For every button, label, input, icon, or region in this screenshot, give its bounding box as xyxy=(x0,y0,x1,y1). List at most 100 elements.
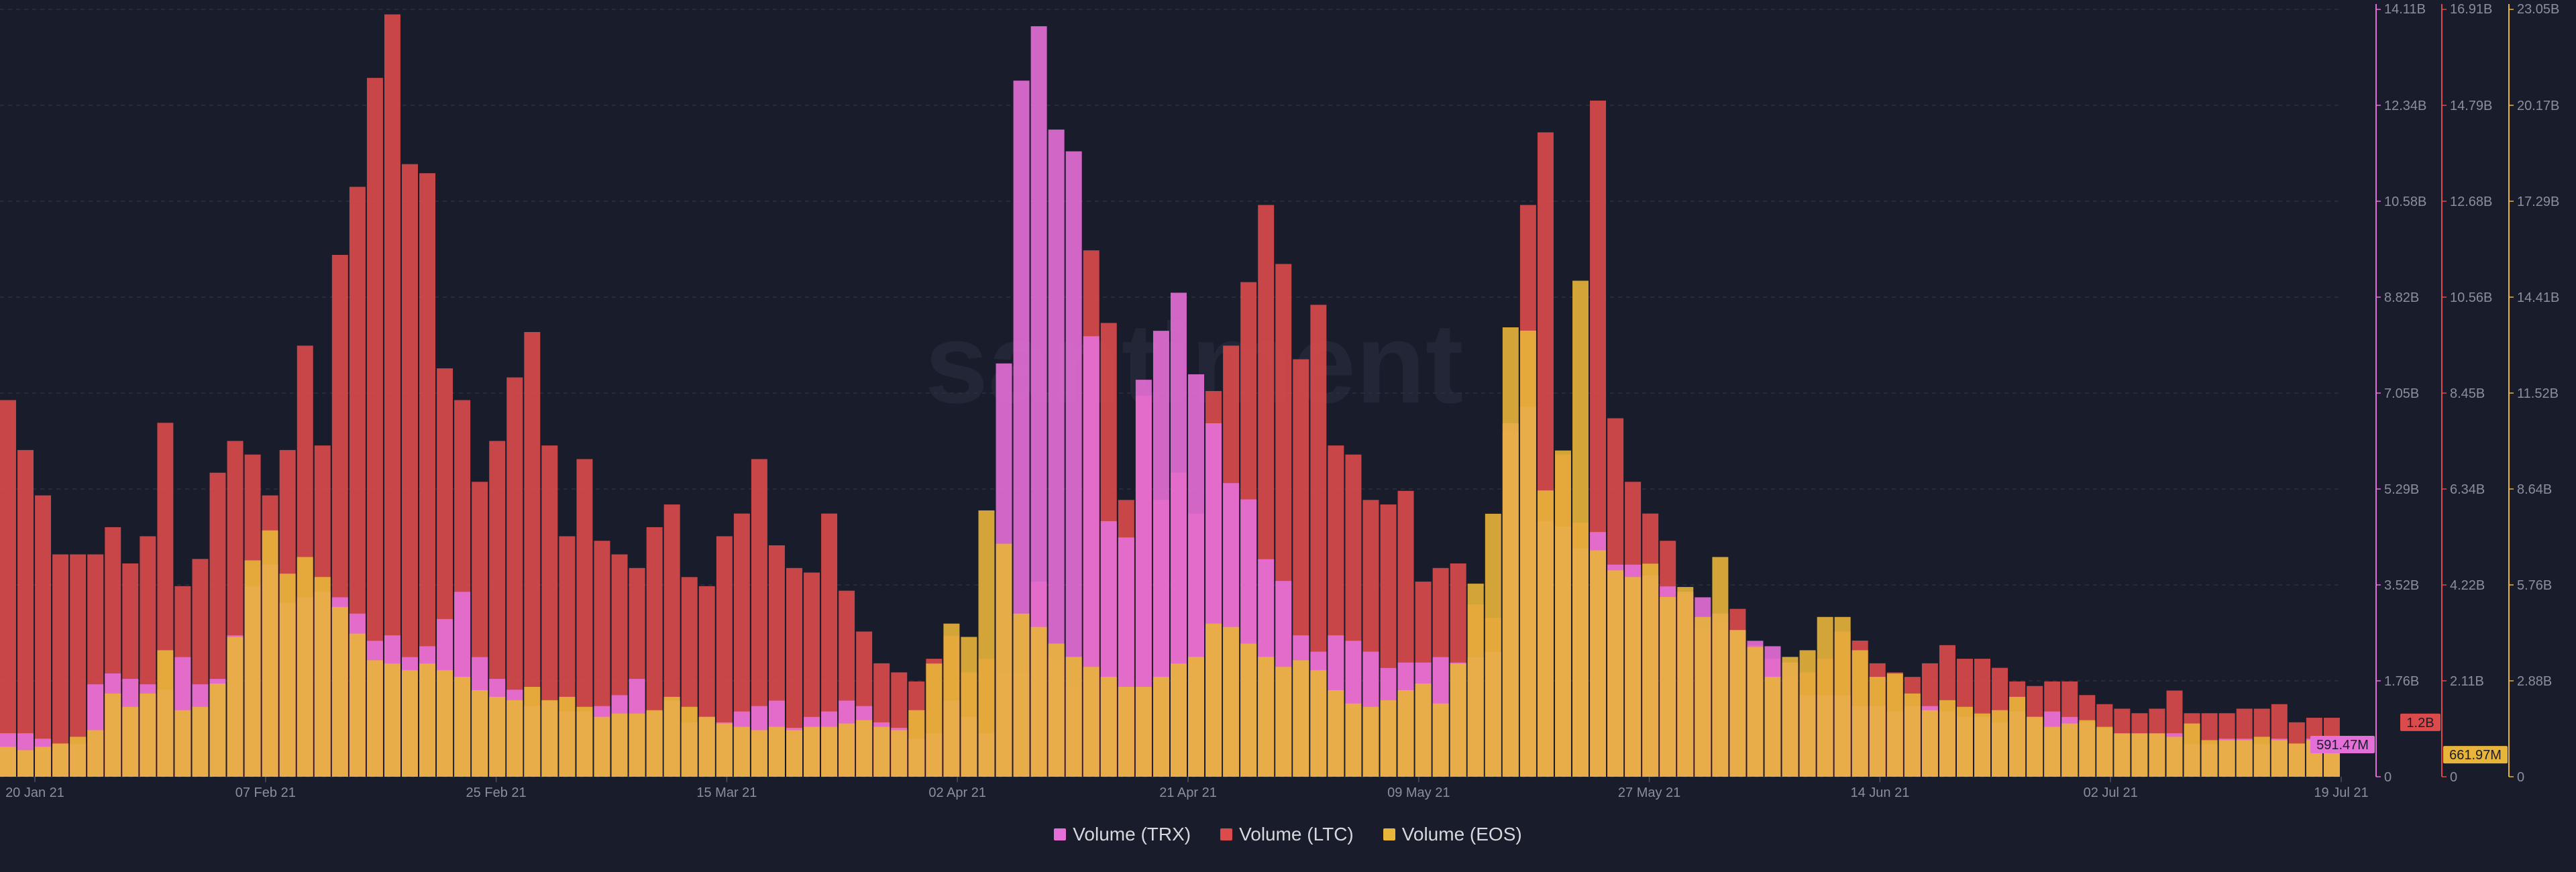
bar-volumeeos xyxy=(1554,450,1571,777)
bar-volumeeos xyxy=(1660,596,1676,777)
bar-volumeeos xyxy=(1677,587,1694,777)
legend-swatch-eos xyxy=(1383,828,1395,840)
y-tick-label: 20.17B xyxy=(2517,99,2559,113)
y-axes: 0 1.76B 3.52B 5.29B 7.05B 8.82B 10.58B 12.34B 14… xyxy=(2310,2,2559,785)
bar-volumeeos xyxy=(1240,643,1257,777)
bar-volumeeos xyxy=(122,706,139,777)
bar-volumeeos xyxy=(804,726,820,777)
bar-volumeeos xyxy=(1992,710,2008,777)
bar-volumetrx xyxy=(1083,336,1099,777)
bar-volumeeos xyxy=(559,696,576,777)
y-tick-label: 16.91B xyxy=(2450,2,2492,17)
legend-swatch-ltc xyxy=(1220,828,1233,840)
last-value-badge xyxy=(2400,713,2440,731)
x-tick-label: 02 Apr 21 xyxy=(928,785,986,800)
bar-volumeeos xyxy=(1152,677,1169,777)
bar-volumeltc xyxy=(733,513,750,777)
bar-volumeeos xyxy=(331,606,348,777)
bar-volumeeos xyxy=(2079,720,2096,777)
bar-volumeeos xyxy=(1939,700,1955,777)
bar-volumeeos xyxy=(681,706,698,777)
bar-volumeeos xyxy=(2236,740,2253,777)
bar-volumeeos xyxy=(891,730,908,777)
last-value-label: 1.2B xyxy=(2406,716,2434,730)
bar-volumeeos xyxy=(996,543,1012,777)
bar-volumeeos xyxy=(611,713,628,777)
bar-volumeeos xyxy=(1345,703,1362,777)
bar-volumeltc xyxy=(366,78,383,777)
legend-item-trx[interactable]: Volume (TRX) xyxy=(1054,824,1191,845)
bar-volumeeos xyxy=(1450,663,1466,777)
x-tick-label: 19 Jul 21 xyxy=(2314,785,2368,800)
bar-volumeltc xyxy=(402,164,418,777)
x-tick-label: 07 Feb 21 xyxy=(235,785,296,800)
bar-volumeeos xyxy=(1030,626,1047,777)
bar-volumeeos xyxy=(716,723,733,777)
bar-volumeeos xyxy=(646,710,663,777)
bar-volumeltc xyxy=(576,459,593,777)
bar-volumeltc xyxy=(821,513,838,777)
bar-volumeeos xyxy=(1048,643,1065,777)
bar-volumeeos xyxy=(524,687,541,777)
bar-volumeeos xyxy=(1135,687,1152,777)
legend-item-eos[interactable]: Volume (EOS) xyxy=(1383,824,1522,845)
bar-volumeeos xyxy=(262,530,278,777)
y-tick-label: 10.56B xyxy=(2450,290,2492,305)
bar-volumeeos xyxy=(349,633,366,777)
bar-volumeeos xyxy=(751,730,767,777)
legend-item-ltc[interactable]: Volume (LTC) xyxy=(1220,824,1354,845)
bar-volumeeos xyxy=(52,743,69,777)
y-tick-label: 0 xyxy=(2517,770,2524,785)
bar-volumeeos xyxy=(489,696,506,777)
bar-volumeeos xyxy=(2131,733,2148,777)
bar-volumeeos xyxy=(157,650,174,777)
bar-volumeeos xyxy=(2061,723,2078,777)
bar-volumeltc xyxy=(524,332,541,777)
bar-volumeeos xyxy=(873,726,890,777)
y-tick-label: 5.76B xyxy=(2517,578,2552,593)
y-tick-label: 12.34B xyxy=(2384,99,2426,113)
bar-volumeltc xyxy=(0,400,16,777)
bar-volumeeos xyxy=(437,670,453,777)
bar-volumeeos xyxy=(1083,667,1099,777)
bar-volumeeos xyxy=(1380,700,1397,777)
bar-volumeeos xyxy=(2009,696,2026,777)
bar-volumeeos xyxy=(70,737,87,777)
y-tick-label: 5.29B xyxy=(2384,482,2419,497)
bar-volumeeos xyxy=(663,696,680,777)
bar-volumeeos xyxy=(1851,650,1868,777)
y-tick-label: 8.64B xyxy=(2517,482,2552,497)
bar-volumeeos xyxy=(140,693,156,777)
y-tick-label: 2.88B xyxy=(2517,674,2552,689)
x-axis: 20 Jan 21 07 Feb 21 25 Feb 21 15 Mar 21 02 A… xyxy=(5,777,2369,800)
bar-volumeeos xyxy=(1590,550,1607,777)
x-tick-label: 14 Jun 21 xyxy=(1850,785,1909,800)
bar-volumeeos xyxy=(297,557,313,777)
x-tick-label: 02 Jul 21 xyxy=(2084,785,2138,800)
bar-volumeeos xyxy=(2218,740,2235,777)
bar-volumeltc xyxy=(384,14,400,777)
bar-volumeeos xyxy=(821,726,838,777)
bar-volumeeos xyxy=(227,637,244,777)
y-tick-label: 17.29B xyxy=(2517,195,2559,209)
bar-volumeeos xyxy=(1729,630,1746,777)
bar-volumeeos xyxy=(1886,673,1903,777)
bar-volumeltc xyxy=(35,495,52,777)
bar-volumeeos xyxy=(1817,616,1833,777)
bar-volumeeos xyxy=(402,670,418,777)
bar-volumeeos xyxy=(908,710,925,777)
bar-volumeeos xyxy=(174,710,191,777)
bar-volumeeos xyxy=(839,723,855,777)
y-tick-label: 14.11B xyxy=(2384,2,2426,17)
bar-volumeeos xyxy=(943,623,960,777)
bar-volumeeos xyxy=(768,726,785,777)
bar-volumeeos xyxy=(472,690,488,777)
bar-volumetrx xyxy=(1030,26,1047,777)
legend-label-trx: Volume (TRX) xyxy=(1073,824,1191,844)
bar-volumeeos xyxy=(192,706,209,777)
bar-volumeeos xyxy=(1642,563,1659,777)
bar-volumeeos xyxy=(1293,660,1309,777)
y-tick-label: 23.05B xyxy=(2517,2,2559,17)
bar-volumeeos xyxy=(629,713,645,777)
